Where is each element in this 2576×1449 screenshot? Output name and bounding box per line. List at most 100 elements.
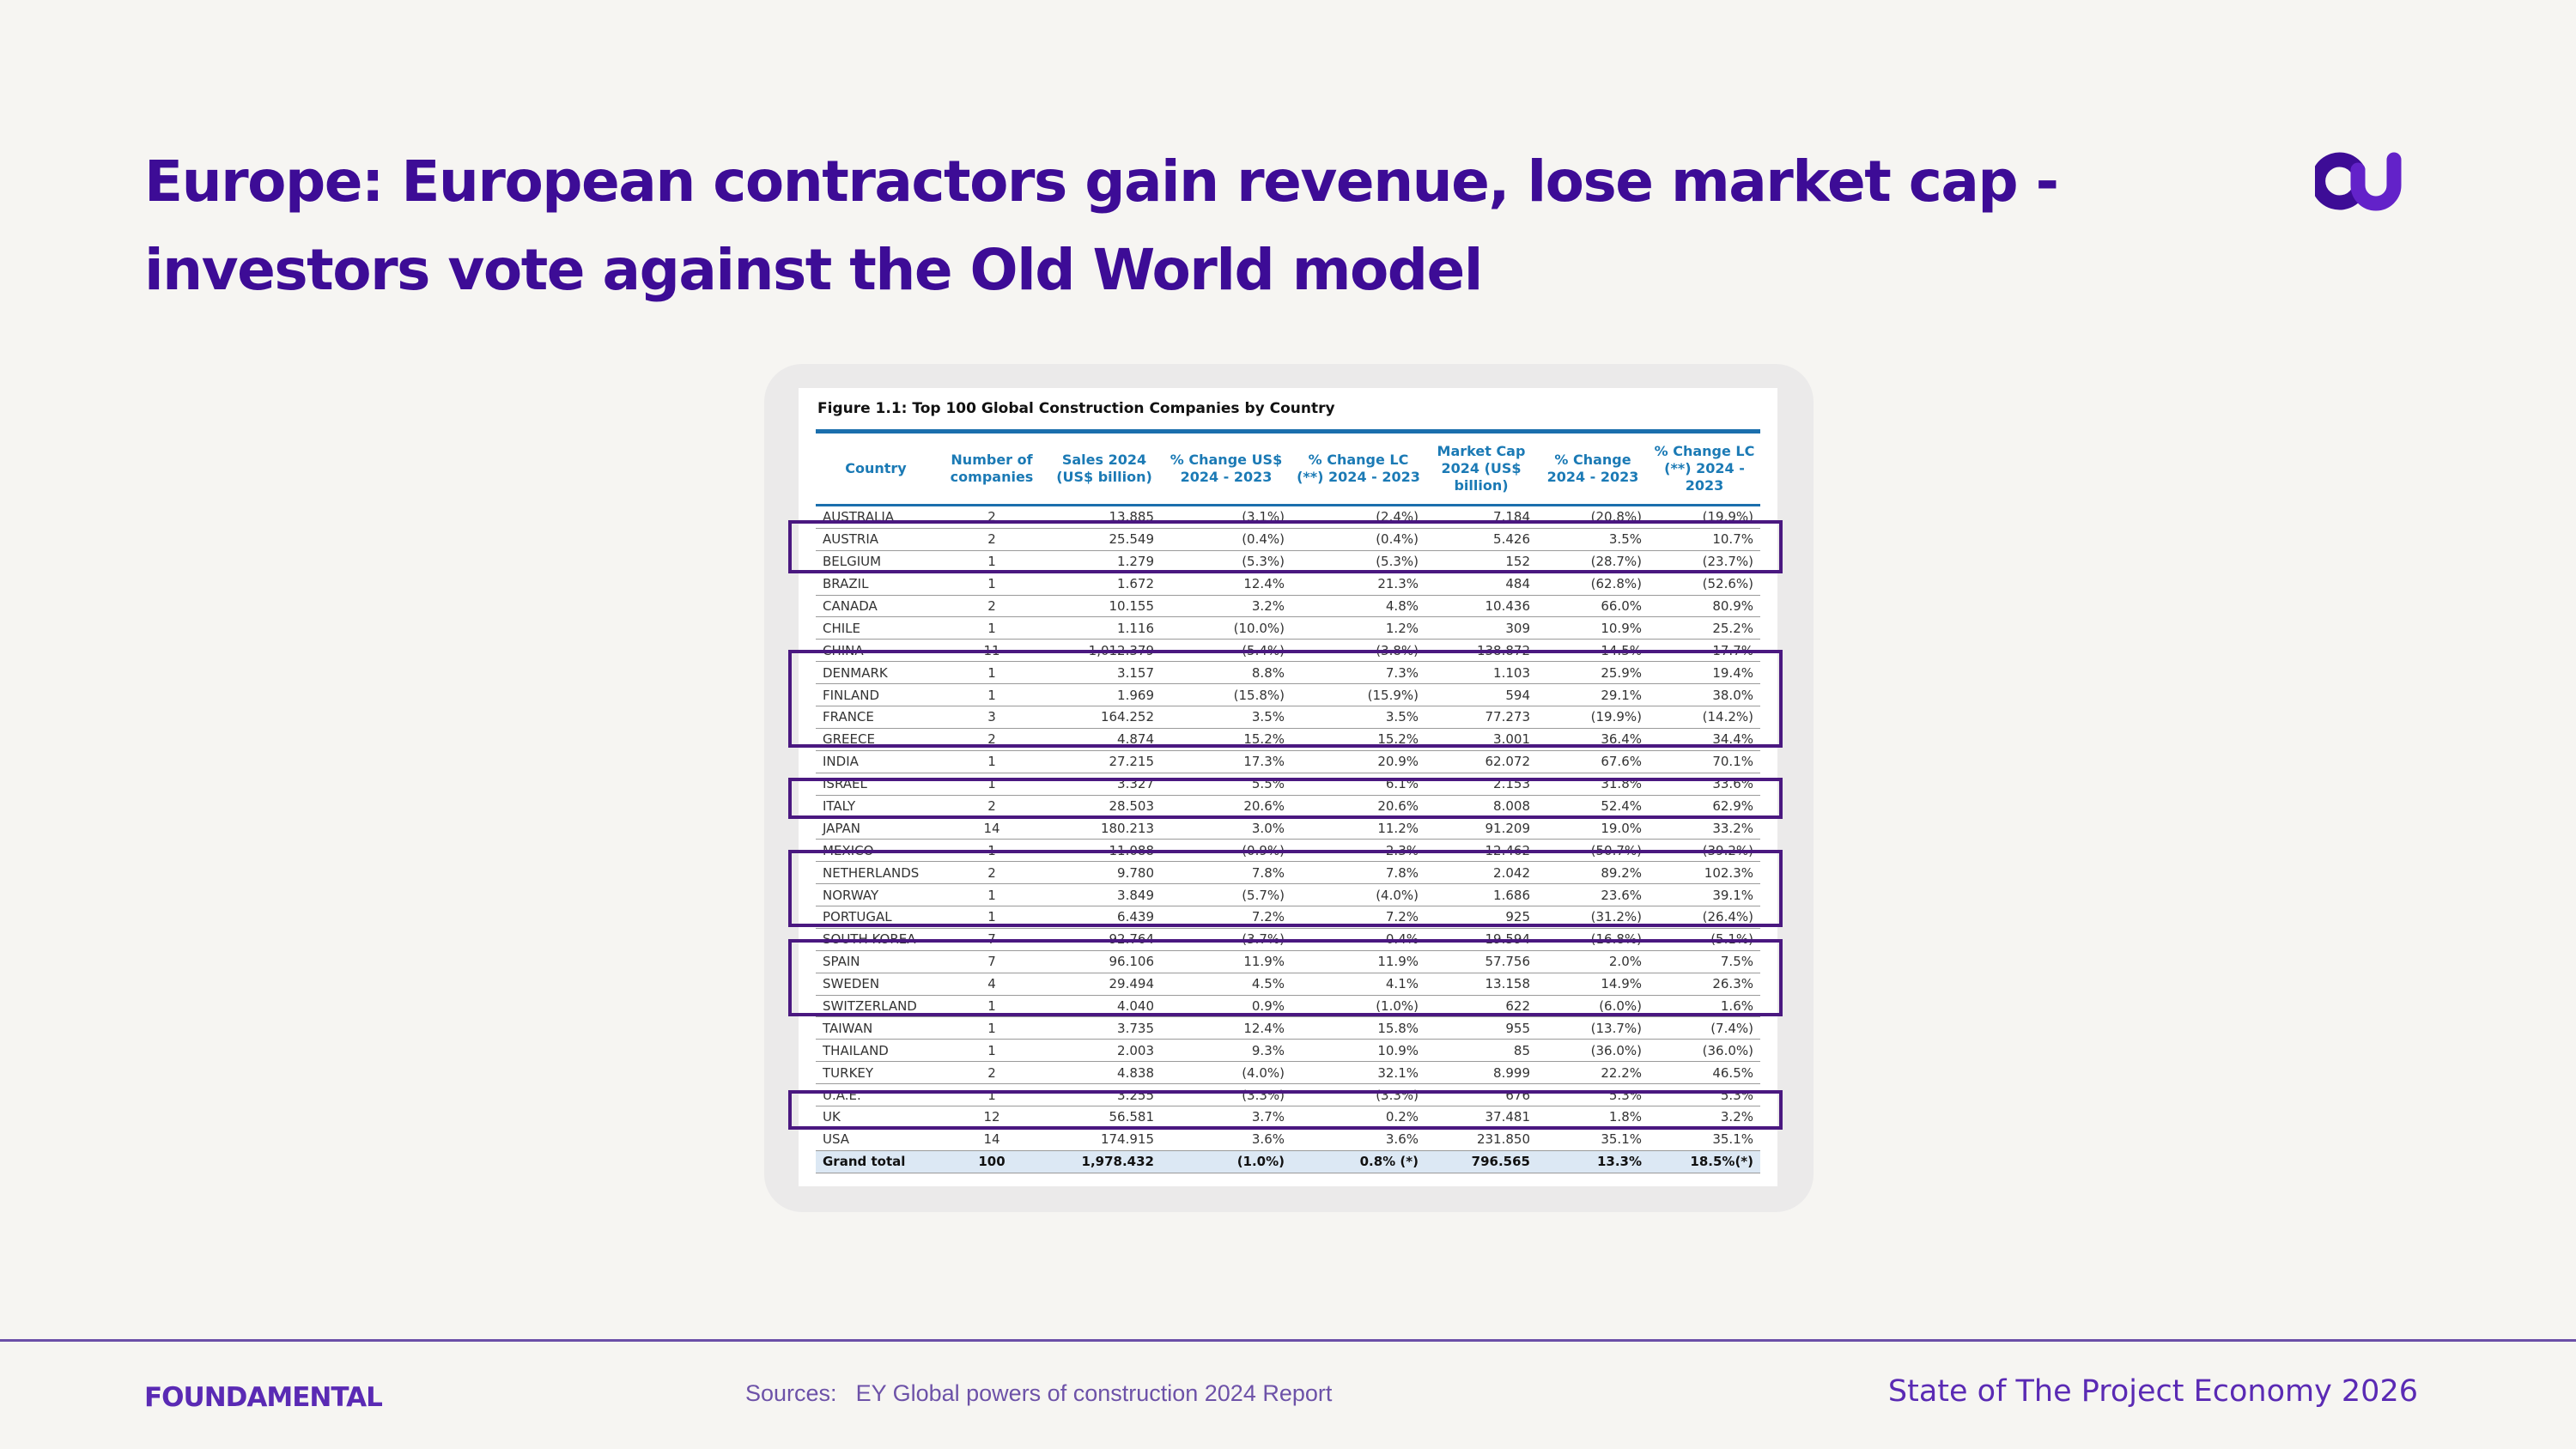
table-cell: 37.481 <box>1425 1106 1537 1129</box>
column-header: Sales 2024 (US$ billion) <box>1048 429 1161 506</box>
table-cell: 796.565 <box>1425 1150 1537 1173</box>
slide-title-line-2: investors vote against the Old World mod… <box>144 237 1483 303</box>
table-cell: 1 <box>936 616 1048 640</box>
table-cell: 3.0% <box>1161 816 1291 840</box>
table-cell: 7.5% <box>1649 950 1760 973</box>
table-cell: 91.209 <box>1425 816 1537 840</box>
table-cell: 2.003 <box>1048 1039 1161 1063</box>
table-cell: 19.0% <box>1537 816 1649 840</box>
table-cell: 1.969 <box>1048 683 1161 707</box>
table-cell: 1 <box>936 683 1048 707</box>
table-cell: NORWAY <box>816 883 936 907</box>
table-cell: 12.4% <box>1161 573 1291 596</box>
table-cell: 100 <box>936 1150 1048 1173</box>
table-cell: 676 <box>1425 1083 1537 1107</box>
table-cell: 52.4% <box>1537 795 1649 818</box>
table-cell: 0.2% <box>1291 1106 1425 1129</box>
table-cell: 594 <box>1425 683 1537 707</box>
table-cell: 19.4% <box>1649 661 1760 685</box>
table-cell: 164.252 <box>1048 706 1161 729</box>
table-cell: 1,978.432 <box>1048 1150 1161 1173</box>
table-cell: 3.157 <box>1048 661 1161 685</box>
table-cell: 7.8% <box>1161 861 1291 885</box>
table-cell: 39.1% <box>1649 883 1760 907</box>
table-cell: 62.9% <box>1649 795 1760 818</box>
table-cell: 484 <box>1425 573 1537 596</box>
table-cell: 7 <box>936 950 1048 973</box>
table-cell: 10.9% <box>1537 616 1649 640</box>
table-cell: 174.915 <box>1048 1128 1161 1151</box>
grand-total-row: Grand total 100 1,978.432 (1.0%) 0.8% (*) 796… <box>816 1150 1760 1173</box>
table-header: Country Number of companies Sales 2024 (US… <box>816 429 1760 506</box>
table-cell: 46.5% <box>1649 1061 1760 1085</box>
table-row: ITALY 2 28.503 20.6% 20.6% 8.008 52.4% 62.9% <box>816 795 1760 818</box>
column-header: Number of companies <box>936 429 1048 506</box>
slide-title: Europe: European contractors gain revenu… <box>144 137 2205 314</box>
table-cell: 4 <box>936 973 1048 996</box>
table-cell: (0.4%) <box>1161 528 1291 551</box>
table-cell: 3.849 <box>1048 883 1161 907</box>
brand-logo: FOUNDAMENTAL <box>144 1382 383 1413</box>
construction-companies-table: Country Number of companies Sales 2024 (US… <box>816 429 1760 1173</box>
table-cell: (36.0%) <box>1537 1039 1649 1063</box>
table-cell: 231.850 <box>1425 1128 1537 1151</box>
table-cell: (1.0%) <box>1161 1150 1291 1173</box>
table-cell: 13.3% <box>1537 1150 1649 1173</box>
table-row: UK 12 56.581 3.7% 0.2% 37.481 1.8% 3.2% <box>816 1106 1760 1129</box>
table-cell: INDIA <box>816 750 936 773</box>
table-row: PORTUGAL 1 6.439 7.2% 7.2% 925 (31.2%) (26.4%) <box>816 906 1760 929</box>
table-cell: 2 <box>936 861 1048 885</box>
table-cell: 2 <box>936 595 1048 618</box>
figure-title: Figure 1.1: Top 100 Global Construction … <box>817 400 1335 417</box>
table-cell: 1 <box>936 573 1048 596</box>
table-cell: TAIWAN <box>816 1016 936 1040</box>
table-cell: 29.1% <box>1537 683 1649 707</box>
table-cell: (13.7%) <box>1537 1016 1649 1040</box>
table-row: CHILE 1 1.116 (10.0%) 1.2% 309 10.9% 25.2% <box>816 616 1760 640</box>
table-row: AUSTRIA 2 25.549 (0.4%) (0.4%) 5.426 3.5% 10.7% <box>816 528 1760 551</box>
table-cell: (3.3%) <box>1291 1083 1425 1107</box>
table-cell: 4.1% <box>1291 973 1425 996</box>
table-cell: CHILE <box>816 616 936 640</box>
table-cell: AUSTRIA <box>816 528 936 551</box>
table-cell: 1 <box>936 773 1048 796</box>
table-cell: 29.494 <box>1048 973 1161 996</box>
table-cell: 21.3% <box>1291 573 1425 596</box>
table-cell: 18.5%(*) <box>1649 1150 1760 1173</box>
table-cell: 4.8% <box>1291 595 1425 618</box>
sources-label: Sources: <box>745 1380 837 1406</box>
table-cell: 10.155 <box>1048 595 1161 618</box>
table-row: SWEDEN 4 29.494 4.5% 4.1% 13.158 14.9% 26.3% <box>816 973 1760 996</box>
table-cell: 20.6% <box>1161 795 1291 818</box>
table-cell: 309 <box>1425 616 1537 640</box>
table-cell: 20.6% <box>1291 795 1425 818</box>
table-cell: 5.426 <box>1425 528 1537 551</box>
table-cell: 20.9% <box>1291 750 1425 773</box>
table-cell: 2.0% <box>1537 950 1649 973</box>
table-cell: 1 <box>936 750 1048 773</box>
table-row: BRAZIL 1 1.672 12.4% 21.3% 484 (62.8%) (52.6%) <box>816 573 1760 596</box>
table-cell: 152 <box>1425 550 1537 573</box>
table-cell: 12.4% <box>1161 1016 1291 1040</box>
highlight-box-spain-switzerland <box>788 939 1783 1016</box>
table-cell: 11.9% <box>1291 950 1425 973</box>
table-cell: 1 <box>936 1016 1048 1040</box>
table-cell: 13.158 <box>1425 973 1537 996</box>
table-cell: SWEDEN <box>816 973 936 996</box>
table-cell: 1.103 <box>1425 661 1537 685</box>
column-header: Country <box>816 429 936 506</box>
slide-title-line-1: Europe: European contractors gain revenu… <box>144 149 2059 215</box>
table-cell: (14.2%) <box>1649 706 1760 729</box>
table-cell: 1.672 <box>1048 573 1161 596</box>
table-cell: 7.3% <box>1291 661 1425 685</box>
table-cell: 15.8% <box>1291 1016 1425 1040</box>
table-row: NORWAY 1 3.849 (5.7%) (4.0%) 1.686 23.6% 39.1% <box>816 883 1760 907</box>
table-cell: (52.6%) <box>1649 573 1760 596</box>
table-cell: BRAZIL <box>816 573 936 596</box>
table-cell: 2 <box>936 528 1048 551</box>
table-cell: 10.436 <box>1425 595 1537 618</box>
table-cell: 10.7% <box>1649 528 1760 551</box>
table-cell: 3.5% <box>1161 706 1291 729</box>
sources-text: EY Global powers of construction 2024 Re… <box>855 1380 1333 1406</box>
table-cell: 1 <box>936 661 1048 685</box>
